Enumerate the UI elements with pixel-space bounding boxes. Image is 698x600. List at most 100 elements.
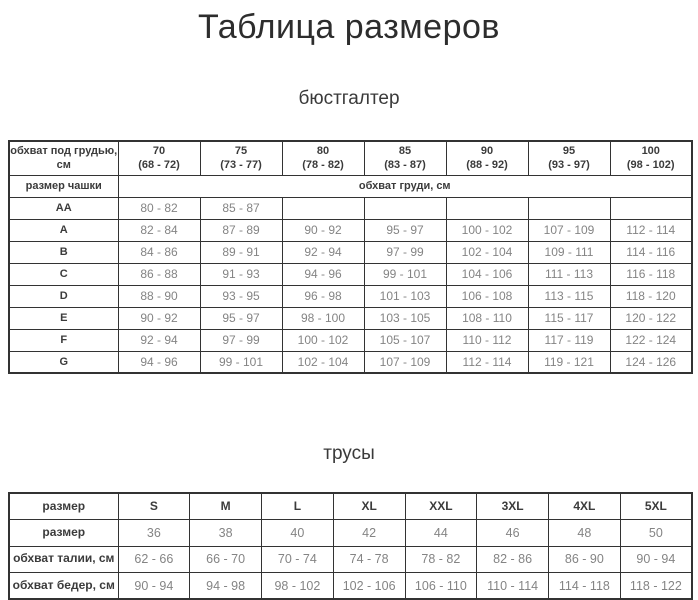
bust-range-cell: [363, 196, 447, 220]
bust-range-cell: 94 - 96: [281, 262, 365, 286]
bust-range-cell: 102 - 104: [281, 350, 365, 374]
bust-range-cell: 118 - 120: [609, 284, 693, 308]
panties-value-cell: 38: [189, 519, 262, 547]
panties-header-row: размер S M L XL XXL 3XL 4XL 5XL: [8, 492, 693, 520]
bust-range-cell: [445, 196, 529, 220]
panties-table-row: размер 36 38 40 42 44 46 48 50: [8, 519, 693, 547]
bust-range-cell: 84 - 86: [117, 240, 201, 264]
intl-size-header-cell: XL: [332, 492, 406, 520]
band-size-header-cell: 90 (88 - 92): [445, 140, 529, 176]
band-size-value: 75: [234, 144, 248, 157]
bust-range-cell: 98 - 100: [281, 306, 365, 330]
panties-table-row: обхват талии, см 62 - 66 66 - 70 70 - 74 74 …: [8, 545, 693, 573]
bust-range-cell: 104 - 106: [445, 262, 529, 286]
bust-range-cell: 92 - 94: [281, 240, 365, 264]
panties-value-cell: 82 - 86: [476, 545, 549, 573]
bust-range-cell: 85 - 87: [199, 196, 283, 220]
bust-range-cell: 82 - 84: [117, 218, 201, 242]
bra-table-row: G 94 - 96 99 - 101 102 - 104 107 - 109 112 - …: [8, 350, 693, 374]
bust-range-cell: 122 - 124: [609, 328, 693, 352]
panties-value-cell: 62 - 66: [117, 545, 191, 573]
bra-table-row: D 88 - 90 93 - 95 96 - 98 101 - 103 106 - 108…: [8, 284, 693, 308]
bra-table-row: E 90 - 92 95 - 97 98 - 100 103 - 105 108 - 11…: [8, 306, 693, 330]
band-size-value: 70: [152, 144, 166, 157]
bust-range-cell: 102 - 104: [445, 240, 529, 264]
bust-range-cell: 90 - 92: [117, 306, 201, 330]
panties-value-cell: 40: [261, 519, 334, 547]
bust-range-cell: 113 - 115: [527, 284, 611, 308]
bra-header-row: обхват под грудью, см 70 (68 - 72) 75 (73 - 7…: [8, 140, 693, 176]
bra-table-row: B 84 - 86 89 - 91 92 - 94 97 - 99 102 - 104 10…: [8, 240, 693, 264]
panties-value-cell: 46: [476, 519, 549, 547]
panties-value-cell: 74 - 78: [332, 545, 406, 573]
panties-row-label-cell: обхват бедер, см: [8, 572, 119, 600]
panties-table-row: обхват бедер, см 90 - 94 94 - 98 98 - 102 10…: [8, 572, 693, 600]
panties-value-cell: 42: [332, 519, 406, 547]
panties-value-cell: 118 - 122: [619, 572, 693, 600]
intl-size-header-cell: L: [261, 492, 334, 520]
bust-range-cell: 115 - 117: [527, 306, 611, 330]
cup-letter-cell: B: [8, 240, 119, 264]
bust-range-cell: 107 - 109: [527, 218, 611, 242]
bust-range-cell: 89 - 91: [199, 240, 283, 264]
band-size-header-cell: 75 (73 - 77): [199, 140, 283, 176]
panties-value-cell: 86 - 90: [548, 545, 621, 573]
bust-range-cell: 95 - 97: [199, 306, 283, 330]
bust-range-cell: 99 - 101: [199, 350, 283, 374]
bra-section-title: бюстгалтер: [298, 88, 400, 109]
bust-range-cell: 92 - 94: [117, 328, 201, 352]
bra-table-row: F 92 - 94 97 - 99 100 - 102 105 - 107 110 - 1…: [8, 328, 693, 352]
bra-table-row: C 86 - 88 91 - 93 94 - 96 99 - 101 104 - 106 1…: [8, 262, 693, 286]
panties-value-cell: 70 - 74: [261, 545, 334, 573]
panties-value-cell: 78 - 82: [404, 545, 478, 573]
bust-range-cell: 100 - 102: [445, 218, 529, 242]
bust-range-cell: 95 - 97: [363, 218, 447, 242]
band-size-header-cell: 80 (78 - 82): [281, 140, 365, 176]
panties-value-cell: 114 - 118: [548, 572, 621, 600]
bust-range-cell: 111 - 113: [527, 262, 611, 286]
cup-size-label-cell: размер чашки: [8, 174, 119, 198]
bust-range-cell: [527, 196, 611, 220]
intl-size-header-cell: XXL: [404, 492, 478, 520]
page-title: Таблица размеров: [198, 8, 500, 46]
bust-range-cell: 106 - 108: [445, 284, 529, 308]
bust-range-cell: 117 - 119: [527, 328, 611, 352]
panties-value-cell: 66 - 70: [189, 545, 262, 573]
panties-table-body: размер S M L XL XXL 3XL 4XL 5XL размер 36 38 40 42 44 4…: [8, 492, 693, 600]
bust-range-cell: 87 - 89: [199, 218, 283, 242]
intl-size-header-cell: M: [189, 492, 262, 520]
bust-range-cell: 119 - 121: [527, 350, 611, 374]
band-size-range: (88 - 92): [466, 159, 508, 172]
cup-letter-cell: G: [8, 350, 119, 374]
intl-size-header-cell: 4XL: [548, 492, 621, 520]
bust-range-cell: 90 - 92: [281, 218, 365, 242]
bust-range-cell: [281, 196, 365, 220]
bust-range-cell: 100 - 102: [281, 328, 365, 352]
bust-range-cell: 110 - 112: [445, 328, 529, 352]
panties-section-title: трусы: [323, 443, 375, 464]
bust-range-cell: 108 - 110: [445, 306, 529, 330]
bust-range-cell: 109 - 111: [527, 240, 611, 264]
bust-range-cell: 103 - 105: [363, 306, 447, 330]
bust-range-cell: 99 - 101: [363, 262, 447, 286]
band-size-range: (83 - 87): [384, 159, 426, 172]
bust-range-cell: 116 - 118: [609, 262, 693, 286]
bust-range-cell: [609, 196, 693, 220]
bust-range-cell: 112 - 114: [445, 350, 529, 374]
bra-table-row: AA 80 - 82 85 - 87: [8, 196, 693, 220]
band-size-value: 90: [480, 144, 494, 157]
bust-range-cell: 97 - 99: [363, 240, 447, 264]
panties-value-cell: 90 - 94: [619, 545, 693, 573]
panties-value-cell: 110 - 114: [476, 572, 549, 600]
band-size-range: (78 - 82): [302, 159, 344, 172]
band-size-header-cell: 85 (83 - 87): [363, 140, 447, 176]
cup-letter-cell: D: [8, 284, 119, 308]
panties-value-cell: 36: [117, 519, 191, 547]
bra-size-table: обхват под грудью, см 70 (68 - 72) 75 (73 - 7…: [8, 140, 693, 374]
band-size-header-cell: 70 (68 - 72): [117, 140, 201, 176]
panties-size-table: размер S M L XL XXL 3XL 4XL 5XL размер 36 38 40 42 44 4…: [8, 492, 693, 600]
bra-table-body: обхват под грудью, см 70 (68 - 72) 75 (73 - 7…: [8, 140, 693, 374]
bra-table-row: A 82 - 84 87 - 89 90 - 92 95 - 97 100 - 102 10…: [8, 218, 693, 242]
bust-range-cell: 94 - 96: [117, 350, 201, 374]
bust-circumference-label-cell: обхват груди, см: [117, 174, 693, 198]
